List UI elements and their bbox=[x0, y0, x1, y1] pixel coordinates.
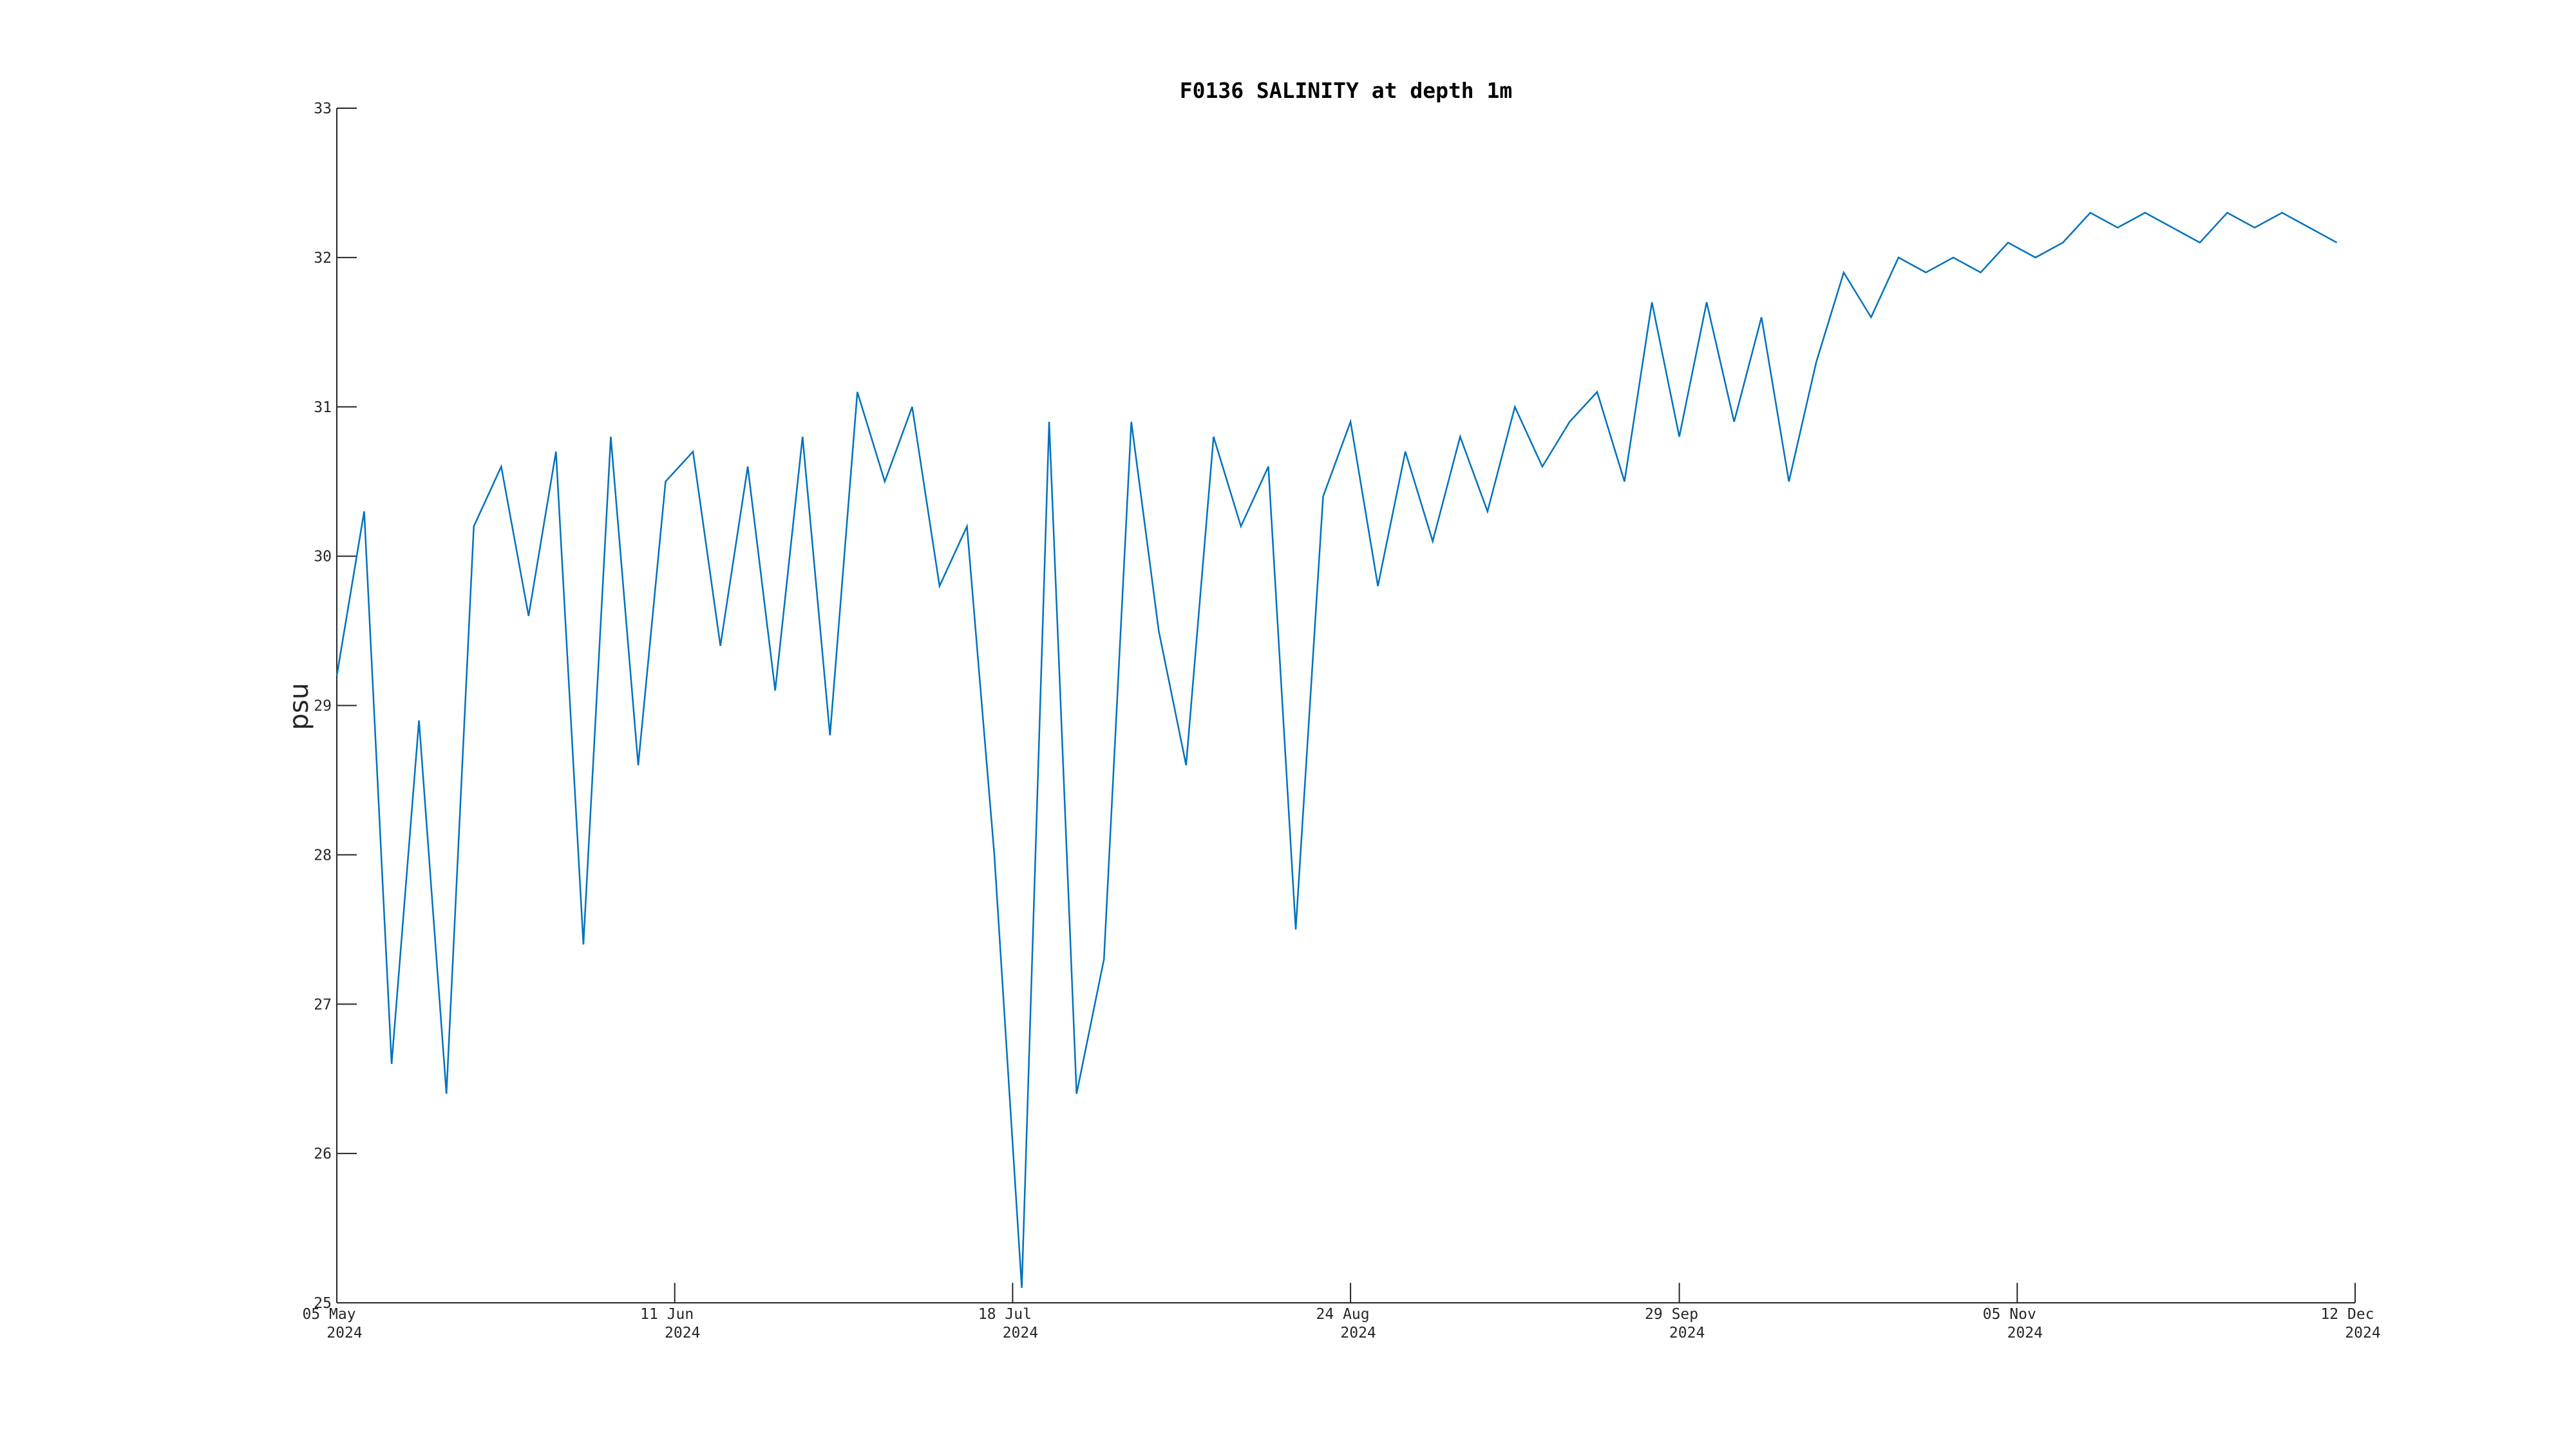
y-tick-label: 31 bbox=[314, 399, 332, 416]
y-tick-label: 25 bbox=[314, 1295, 332, 1312]
x-tick-label: 24 Aug 2024 bbox=[1316, 1306, 1376, 1341]
y-tick-label: 30 bbox=[314, 549, 332, 565]
data-line bbox=[336, 211, 2338, 1288]
x-tick-label: 05 Nov 2024 bbox=[1983, 1306, 2043, 1341]
chart-title: F0136 SALINITY at depth 1m bbox=[1180, 78, 1513, 103]
x-tick-label: 29 Sep 2024 bbox=[1645, 1306, 1705, 1341]
x-tick-label: 18 Jul 2024 bbox=[978, 1306, 1038, 1341]
y-tick-label: 27 bbox=[314, 996, 332, 1013]
x-tick-label: 11 Jun 2024 bbox=[640, 1306, 700, 1341]
x-tick-label: 05 May 2024 bbox=[302, 1306, 362, 1341]
y-tick-label: 26 bbox=[314, 1146, 332, 1162]
y-tick-label: 29 bbox=[314, 698, 332, 715]
y-tick-label: 28 bbox=[314, 847, 332, 864]
y-axis-label: psu bbox=[283, 683, 314, 730]
x-tick-label: 12 Dec 2024 bbox=[2320, 1306, 2380, 1341]
y-tick-label: 32 bbox=[314, 250, 332, 267]
y-tick-label: 33 bbox=[314, 100, 332, 117]
